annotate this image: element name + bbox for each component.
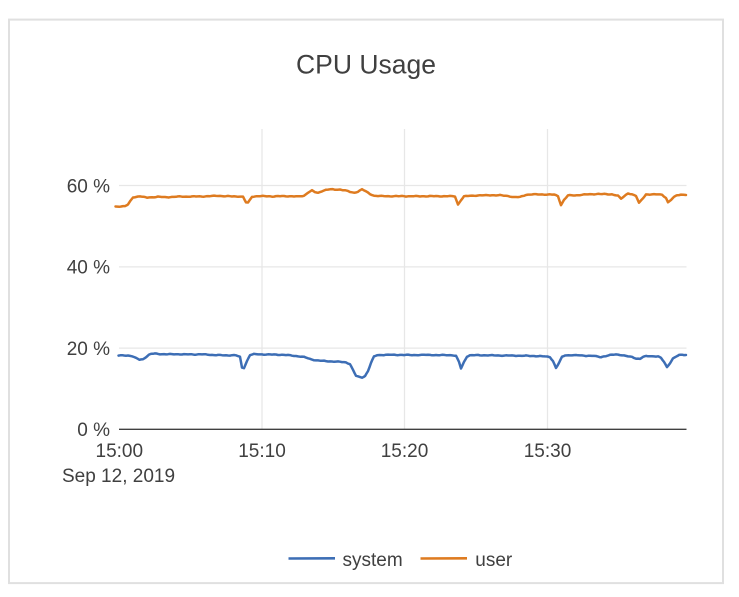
svg-text:Sep 12, 2019: Sep 12, 2019 (62, 466, 175, 487)
svg-text:CPU Usage: CPU Usage (296, 50, 436, 80)
svg-text:user: user (475, 550, 513, 571)
svg-text:20 %: 20 % (67, 339, 110, 360)
svg-text:15:00: 15:00 (96, 441, 144, 462)
svg-text:15:20: 15:20 (381, 441, 429, 462)
svg-text:0 %: 0 % (77, 420, 110, 441)
svg-text:system: system (343, 550, 403, 571)
svg-text:15:10: 15:10 (238, 441, 286, 462)
svg-text:15:30: 15:30 (524, 441, 572, 462)
svg-text:60 %: 60 % (67, 176, 110, 197)
svg-text:40 %: 40 % (67, 258, 110, 279)
